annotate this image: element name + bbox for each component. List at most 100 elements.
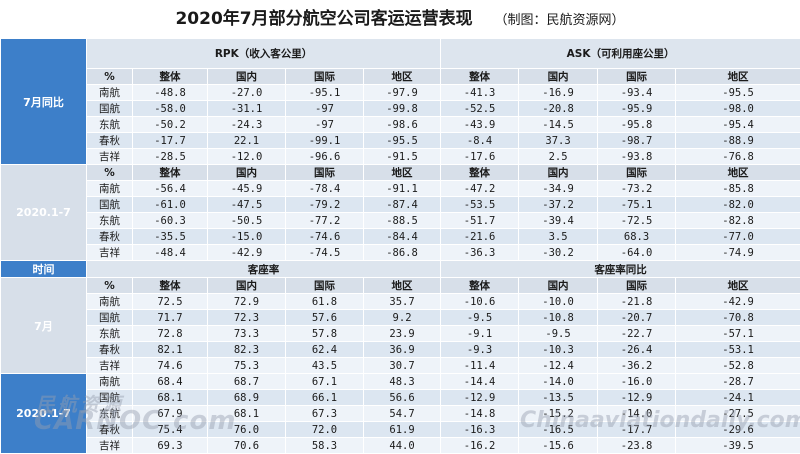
value-cell: -99.8 [364, 101, 441, 117]
value-cell: -39.4 [519, 213, 598, 229]
column-header: 地区 [676, 165, 800, 181]
value-cell: 62.4 [286, 342, 364, 358]
value-cell: -16.5 [519, 422, 598, 438]
value-cell: -22.7 [598, 326, 676, 342]
value-cell: -21.8 [598, 294, 676, 310]
value-cell: 72.3 [208, 310, 286, 326]
airline-name: 南航 [87, 85, 133, 101]
value-cell: -84.4 [364, 229, 441, 245]
value-cell: 3.5 [519, 229, 598, 245]
airline-name: 南航 [87, 294, 133, 310]
value-cell: 74.6 [133, 358, 208, 374]
value-cell: 68.4 [133, 374, 208, 390]
value-cell: -74.9 [676, 245, 800, 261]
value-cell: -91.5 [364, 149, 441, 165]
value-cell: -12.9 [598, 390, 676, 406]
value-cell: -95.5 [364, 133, 441, 149]
value-cell: 72.8 [133, 326, 208, 342]
value-cell: -10.0 [519, 294, 598, 310]
value-cell: 75.3 [208, 358, 286, 374]
value-cell: 72.5 [133, 294, 208, 310]
value-cell: -34.9 [519, 181, 598, 197]
value-cell: -98.6 [364, 117, 441, 133]
value-cell: -93.4 [598, 85, 676, 101]
value-cell: 54.7 [364, 406, 441, 422]
value-cell: 36.9 [364, 342, 441, 358]
value-cell: 68.9 [208, 390, 286, 406]
value-cell: -97 [286, 101, 364, 117]
value-cell: -91.1 [364, 181, 441, 197]
title-main: 2020年7月部分航空公司客运运营表现 [175, 9, 472, 29]
value-cell: -16.0 [598, 374, 676, 390]
value-cell: 2.5 [519, 149, 598, 165]
value-cell: -58.0 [133, 101, 208, 117]
value-cell: -97 [286, 117, 364, 133]
column-header: 国际 [598, 69, 676, 85]
value-cell: -95.4 [676, 117, 800, 133]
value-cell: 68.1 [208, 406, 286, 422]
value-cell: -28.7 [676, 374, 800, 390]
value-cell: 66.1 [286, 390, 364, 406]
value-cell: -88.9 [676, 133, 800, 149]
value-cell: -24.1 [676, 390, 800, 406]
value-cell: -30.2 [519, 245, 598, 261]
value-cell: -72.5 [598, 213, 676, 229]
column-header: 整体 [441, 165, 519, 181]
value-cell: -39.5 [676, 438, 800, 454]
value-cell: -13.5 [519, 390, 598, 406]
value-cell: -17.6 [441, 149, 519, 165]
value-cell: 68.1 [133, 390, 208, 406]
airline-name: 吉祥 [87, 245, 133, 261]
value-cell: -98.7 [598, 133, 676, 149]
value-cell: -23.8 [598, 438, 676, 454]
value-cell: -77.0 [676, 229, 800, 245]
airline-name: 吉祥 [87, 438, 133, 454]
value-cell: -53.1 [676, 342, 800, 358]
value-cell: -17.7 [133, 133, 208, 149]
airline-name: 国航 [87, 101, 133, 117]
value-cell: 75.4 [133, 422, 208, 438]
value-cell: -85.8 [676, 181, 800, 197]
value-cell: 56.6 [364, 390, 441, 406]
value-cell: -11.4 [441, 358, 519, 374]
value-cell: 9.2 [364, 310, 441, 326]
value-cell: -12.4 [519, 358, 598, 374]
value-cell: -78.4 [286, 181, 364, 197]
value-cell: -20.8 [519, 101, 598, 117]
value-cell: -9.5 [441, 310, 519, 326]
value-cell: -64.0 [598, 245, 676, 261]
value-cell: -87.4 [364, 197, 441, 213]
airline-name: 东航 [87, 117, 133, 133]
airline-name: 国航 [87, 197, 133, 213]
value-cell: 57.6 [286, 310, 364, 326]
value-cell: -41.3 [441, 85, 519, 101]
column-header: 国际 [598, 165, 676, 181]
value-cell: -52.5 [441, 101, 519, 117]
value-cell: -8.4 [441, 133, 519, 149]
value-cell: 57.8 [286, 326, 364, 342]
value-cell: 73.3 [208, 326, 286, 342]
value-cell: -75.1 [598, 197, 676, 213]
value-cell: -95.5 [676, 85, 800, 101]
value-cell: -73.2 [598, 181, 676, 197]
value-cell: -28.5 [133, 149, 208, 165]
airline-name: 春秋 [87, 422, 133, 438]
section-label: 2020.1-7 [1, 374, 87, 454]
airline-name: 南航 [87, 374, 133, 390]
table-row: 国航-61.0-47.5-79.2-87.4-53.5-37.2-75.1-82… [1, 197, 800, 213]
value-cell: -51.7 [441, 213, 519, 229]
column-header: 整体 [133, 278, 208, 294]
value-cell: 67.9 [133, 406, 208, 422]
airline-name: 东航 [87, 213, 133, 229]
value-cell: -42.9 [676, 294, 800, 310]
value-cell: -31.1 [208, 101, 286, 117]
